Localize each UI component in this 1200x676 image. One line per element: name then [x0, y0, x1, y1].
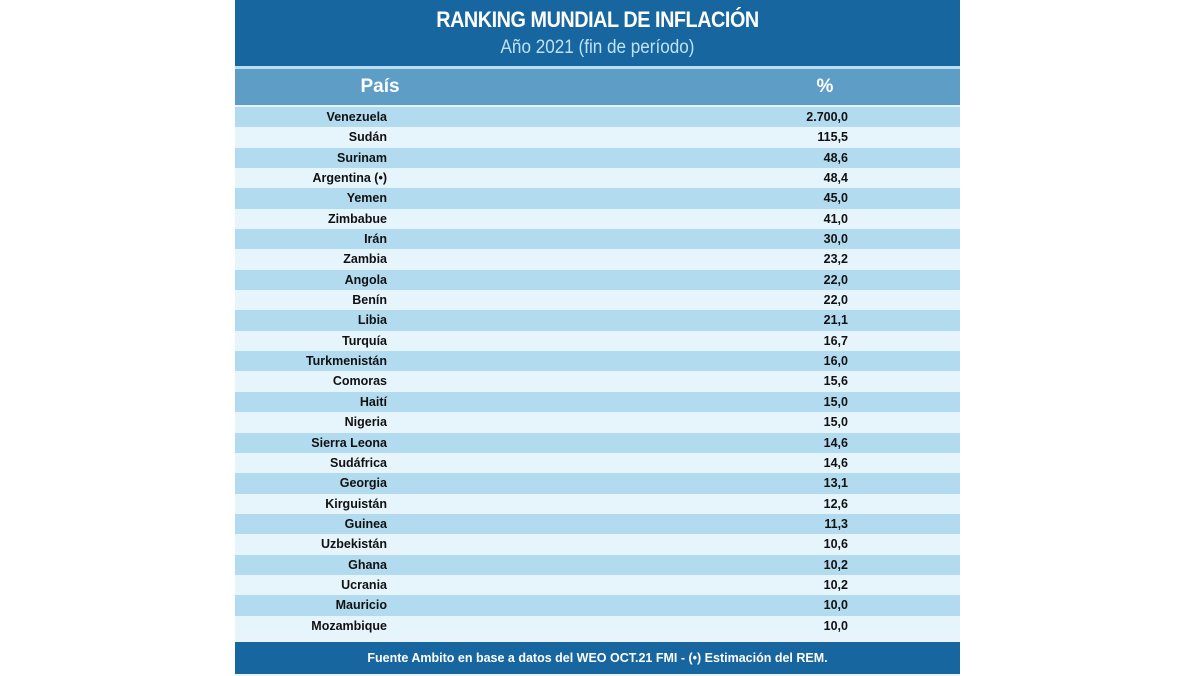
country-name: Guinea	[344, 516, 387, 531]
table-row: Turquía 16,7	[235, 330, 960, 352]
country-name: Surinam	[336, 150, 387, 165]
inflation-value: 15,6	[823, 374, 848, 389]
country-name: Benín	[352, 293, 387, 308]
table-row: Uzbekistán 10,6	[235, 534, 960, 555]
country-name: Turkmenistán	[305, 354, 387, 369]
table-row: Venezuela 2.700,0	[235, 107, 960, 128]
inflation-value: 22,0	[823, 293, 848, 308]
table-row: Mozambique 10,0	[235, 615, 960, 636]
country-name: Ghana	[348, 557, 387, 572]
inflation-value: 10,0	[823, 598, 848, 613]
inflation-value: 23,2	[823, 252, 848, 267]
country-name: Nigeria	[344, 415, 387, 430]
country-name: Sudán	[348, 130, 387, 145]
table-header: RANKING MUNDIAL DE INFLACIÓN Año 2021 (f…	[235, 0, 960, 66]
table-row: Argentina (•) 48,4	[235, 168, 960, 189]
table-row: Angola 22,0	[235, 269, 960, 291]
table-row: Georgia 13,1	[235, 473, 960, 494]
table-row: Mauricio 10,0	[235, 595, 960, 616]
country-name: Mozambique	[311, 618, 387, 633]
country-name: Uzbekistán	[321, 537, 387, 552]
country-name: Irán	[364, 232, 387, 247]
table-row: Sierra Leona 14,6	[235, 432, 960, 453]
country-name: Venezuela	[326, 110, 387, 124]
country-name: Angola	[344, 272, 387, 287]
table-row: Zimbabue 41,0	[235, 208, 960, 230]
inflation-value: 11,3	[824, 516, 848, 531]
inflation-value: 14,6	[823, 435, 848, 450]
table-row: Zambia 23,2	[235, 249, 960, 270]
inflation-value: 16,7	[823, 333, 848, 348]
inflation-value: 21,1	[823, 313, 848, 328]
table-row: Haití 15,0	[235, 391, 960, 413]
table-row: Turkmenistán 16,0	[235, 351, 960, 372]
table-row: Guinea 11,3	[235, 513, 960, 535]
table-row: Sudáfrica 14,6	[235, 452, 960, 474]
inflation-value: 30,0	[823, 232, 848, 247]
country-name: Zambia	[343, 252, 387, 267]
country-name: Haití	[359, 394, 387, 409]
country-name: Comoras	[332, 374, 387, 389]
table-subtitle: Año 2021 (fin de período)	[500, 37, 695, 58]
inflation-value: 48,6	[823, 150, 848, 165]
country-name: Argentina (•)	[312, 171, 387, 186]
inflation-value: 10,2	[823, 577, 848, 592]
country-name: Sierra Leona	[311, 435, 387, 450]
table-row: Kirguistán 12,6	[235, 493, 960, 514]
table-row: Nigeria 15,0	[235, 412, 960, 433]
inflation-value: 2.700,0	[806, 110, 848, 124]
inflation-value: 10,2	[823, 557, 848, 572]
table-row: Yemen 45,0	[235, 188, 960, 209]
inflation-value: 22,0	[823, 272, 848, 287]
country-name: Kirguistán	[325, 496, 387, 511]
inflation-value: 15,0	[823, 394, 848, 409]
source-note: Fuente Ambito en base a datos del WEO OC…	[235, 642, 960, 674]
inflation-value: 115,5	[817, 130, 848, 145]
table-row: Libia 21,1	[235, 310, 960, 331]
divider	[235, 66, 960, 69]
table-row: Benín 22,0	[235, 290, 960, 311]
table-row: Sudán 115,5	[235, 127, 960, 148]
inflation-value: 10,6	[823, 537, 848, 552]
table-row: Ghana 10,2	[235, 554, 960, 575]
column-header-percent: %	[816, 76, 834, 97]
column-header-row: País %	[235, 69, 960, 105]
inflation-value: 12,6	[823, 496, 848, 511]
table-row: Ucrania 10,2	[235, 574, 960, 596]
inflation-value: 15,0	[823, 415, 848, 430]
country-name: Zimbabue	[327, 211, 387, 226]
table-row: Irán 30,0	[235, 229, 960, 250]
country-name: Ucrania	[341, 577, 387, 592]
country-name: Mauricio	[335, 598, 387, 613]
table-title: RANKING MUNDIAL DE INFLACIÓN	[436, 7, 759, 32]
inflation-ranking-table: RANKING MUNDIAL DE INFLACIÓN Año 2021 (f…	[235, 0, 960, 676]
inflation-value: 13,1	[823, 476, 848, 491]
country-name: Sudáfrica	[330, 455, 387, 470]
inflation-value: 48,4	[823, 171, 848, 186]
table-row: Comoras 15,6	[235, 371, 960, 392]
country-name: Yemen	[346, 191, 387, 206]
table-row: Surinam 48,6	[235, 147, 960, 169]
country-name: Georgia	[339, 476, 387, 491]
table-body: Venezuela 2.700,0 Sudán 115,5 Surinam 48,6 Arg…	[235, 107, 960, 636]
country-name: Turquía	[342, 333, 387, 348]
column-header-country: País	[360, 76, 400, 97]
inflation-value: 16,0	[823, 354, 848, 369]
inflation-value: 14,6	[823, 455, 848, 470]
inflation-value: 10,0	[823, 618, 848, 633]
inflation-value: 45,0	[823, 191, 848, 206]
country-name: Libia	[357, 313, 387, 328]
inflation-value: 41,0	[823, 211, 848, 226]
